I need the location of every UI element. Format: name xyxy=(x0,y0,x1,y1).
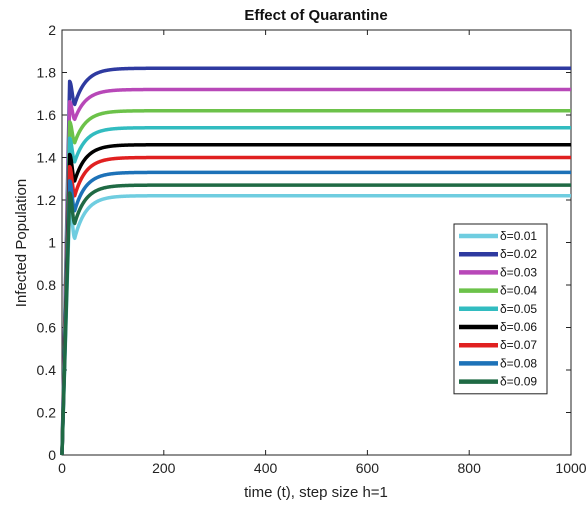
series-line-8 xyxy=(60,170,571,456)
x-tick-label: 400 xyxy=(254,460,278,476)
x-tick-label: 1000 xyxy=(555,460,586,476)
legend-label: δ=0.07 xyxy=(500,338,537,352)
chart-title: Effect of Quarantine xyxy=(244,7,387,24)
x-tick-label: 800 xyxy=(458,460,482,476)
y-tick-label: 0.6 xyxy=(37,320,57,336)
y-tick-label: 0.4 xyxy=(37,362,57,378)
y-tick-label: 1.8 xyxy=(37,65,57,81)
y-tick-label: 1.4 xyxy=(37,150,57,166)
series-line-4 xyxy=(60,109,571,456)
legend-label: δ=0.06 xyxy=(500,320,537,334)
legend: δ=0.01 δ=0.02 δ=0.03 δ=0.04 δ=0.05 δ=0.06 δ=0.… xyxy=(453,223,548,395)
y-tick-label: 1.6 xyxy=(37,107,57,123)
legend-label: δ=0.01 xyxy=(500,229,537,243)
y-tick-label: 1 xyxy=(48,235,56,251)
y-tick-label: 0.2 xyxy=(37,405,57,421)
x-axis-title: time (t), step size h=1 xyxy=(244,484,388,501)
y-tick-label: 2 xyxy=(48,22,56,38)
x-tick-label: 0 xyxy=(58,460,66,476)
legend-label: δ=0.05 xyxy=(500,302,537,316)
legend-label: δ=0.09 xyxy=(500,375,537,389)
x-tick-label: 200 xyxy=(152,460,176,476)
series-line-7 xyxy=(60,155,571,456)
series-line-9 xyxy=(60,183,571,456)
legend-label: δ=0.08 xyxy=(500,356,537,370)
y-tick-label: 0 xyxy=(48,447,56,463)
legend-label: δ=0.04 xyxy=(500,284,537,298)
series-line-1 xyxy=(60,194,571,456)
y-tick-label: 0.8 xyxy=(37,277,57,293)
legend-label: δ=0.03 xyxy=(500,265,537,279)
legend-label: δ=0.02 xyxy=(500,247,537,261)
x-tick-label: 600 xyxy=(356,460,380,476)
series-line-5 xyxy=(60,126,571,456)
y-tick-label: 1.2 xyxy=(37,192,57,208)
plot-area: 0 0.2 0.4 0.6 0.8 1 1.2 1.4 1.6 1.8 2 0 200 400 600 800… xyxy=(37,22,587,476)
series-line-6 xyxy=(60,143,571,456)
y-axis-title: Infected Population xyxy=(13,179,30,307)
series-line-3 xyxy=(60,87,571,456)
series-line-2 xyxy=(60,66,571,456)
